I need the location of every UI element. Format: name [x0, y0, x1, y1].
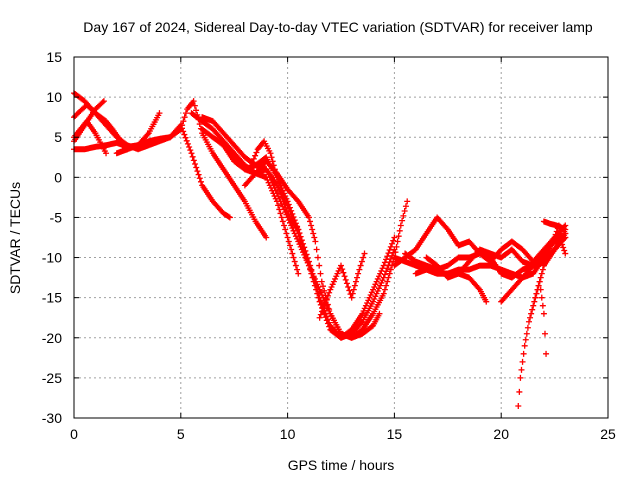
x-axis-label: GPS time / hours — [288, 457, 395, 473]
series-markers — [540, 238, 569, 269]
y-tick-label: -30 — [42, 410, 62, 426]
series-markers — [391, 254, 490, 305]
data-points — [71, 90, 569, 409]
series-pass-12 — [248, 138, 302, 233]
y-tick-label: 10 — [46, 89, 62, 105]
y-tick-label: 0 — [54, 169, 62, 185]
series-markers — [248, 138, 302, 233]
x-tick-label: 25 — [600, 426, 616, 442]
x-tick-label: 10 — [280, 426, 296, 442]
chart-title: Day 167 of 2024, Sidereal Day-to-day VTE… — [83, 19, 593, 35]
grid-lines — [74, 57, 608, 418]
series-markers — [540, 218, 569, 233]
y-tick-label: -10 — [42, 250, 62, 266]
series-markers — [532, 278, 550, 357]
y-tick-label: -20 — [42, 330, 62, 346]
y-tick-label: -5 — [50, 209, 63, 225]
series-pass-13 — [316, 250, 368, 321]
series-markers — [316, 250, 368, 321]
series-pass-22 — [540, 238, 569, 269]
axis-ticks: 0 5 10 15 20 25 15 10 5 0 -5 -10 -15 -20 -25 -30 — [42, 49, 616, 442]
x-tick-label: 5 — [177, 426, 185, 442]
series-pass-21 — [532, 278, 550, 357]
x-tick-label: 20 — [493, 426, 509, 442]
y-tick-label: 15 — [46, 49, 62, 65]
x-tick-label: 15 — [387, 426, 403, 442]
series-pass-23 — [540, 218, 569, 233]
plot-frame — [73, 56, 609, 419]
y-tick-label: -25 — [42, 370, 62, 386]
series-pass-18 — [391, 254, 490, 305]
x-tick-label: 0 — [70, 426, 78, 442]
y-tick-label: -15 — [42, 290, 62, 306]
y-axis-label: SDTVAR / TECUs — [7, 182, 23, 294]
y-tick-label: 5 — [54, 129, 62, 145]
